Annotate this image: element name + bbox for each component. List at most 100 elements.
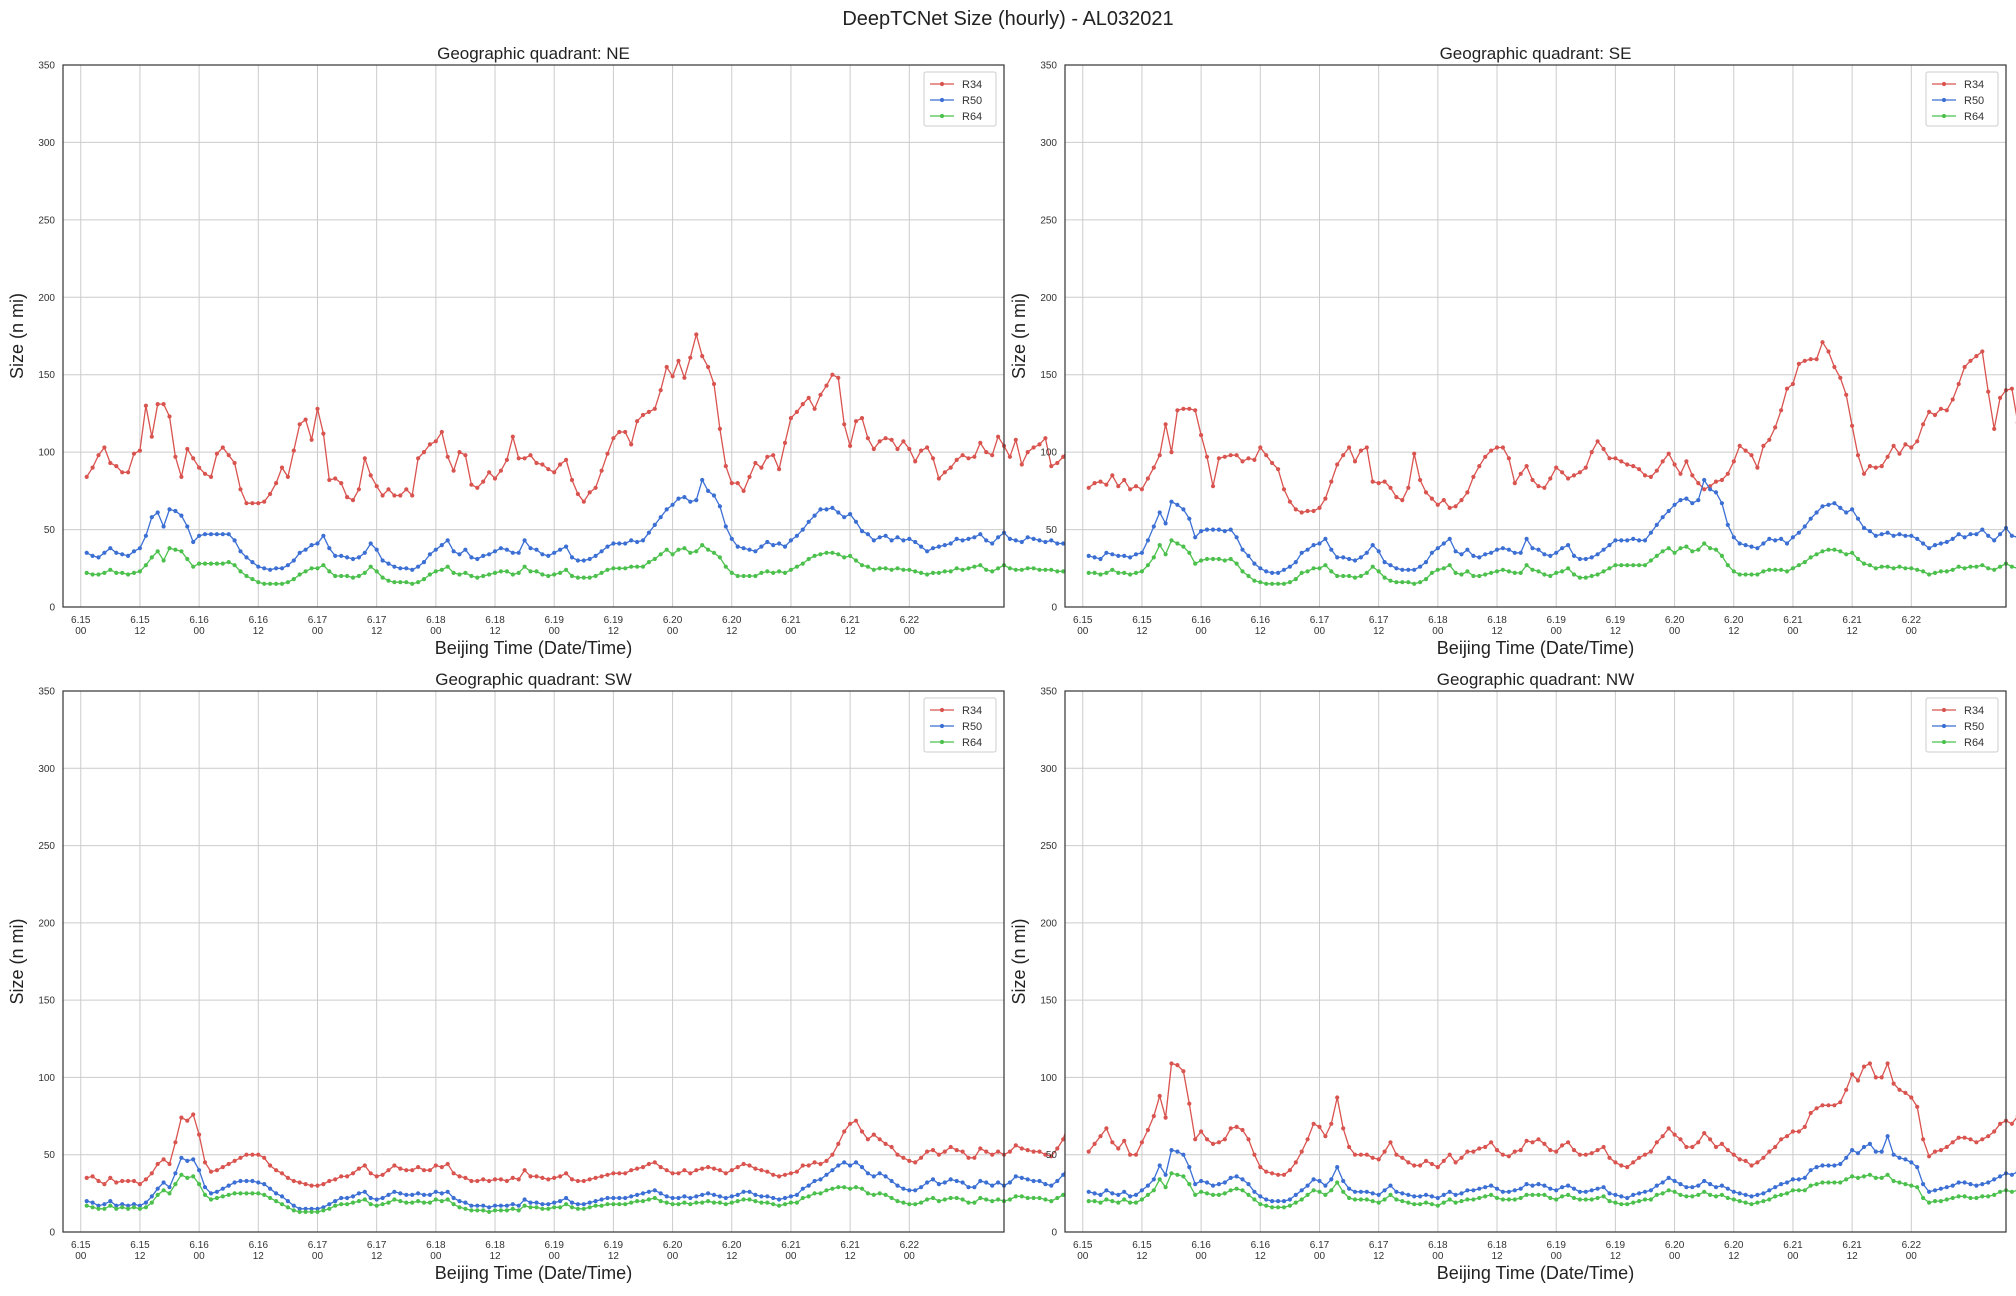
data-point	[220, 445, 225, 450]
data-point	[102, 1202, 107, 1207]
data-point	[374, 1174, 379, 1179]
data-point	[439, 1191, 444, 1196]
data-point	[1678, 546, 1683, 551]
data-point	[1737, 541, 1742, 546]
data-point	[1287, 580, 1292, 585]
data-point	[1122, 1138, 1127, 1143]
data-point	[498, 569, 503, 574]
data-point	[1216, 527, 1221, 532]
data-point	[853, 519, 859, 524]
data-point	[1956, 1180, 1961, 1185]
data-point	[179, 513, 184, 518]
data-point	[487, 1178, 492, 1184]
data-point	[1429, 496, 1434, 501]
x-tick-hour: 12	[1373, 1251, 1385, 1262]
data-point	[1613, 1200, 1618, 1205]
data-point	[238, 487, 243, 492]
data-point	[1832, 1180, 1837, 1185]
data-point	[978, 1146, 983, 1151]
data-point	[1927, 1189, 1932, 1194]
data-point	[475, 1208, 480, 1213]
data-point	[398, 1199, 403, 1204]
data-point	[930, 1177, 936, 1182]
data-point	[990, 569, 995, 574]
data-point	[1500, 445, 1505, 450]
data-point	[818, 1191, 823, 1196]
data-point	[794, 1200, 800, 1205]
x-tick-hour: 00	[785, 1251, 797, 1262]
data-point	[120, 1178, 125, 1184]
data-point	[1950, 536, 1955, 542]
data-point	[1542, 1183, 1547, 1188]
data-point	[1808, 555, 1813, 560]
series-markers-r64	[1086, 1171, 2016, 1210]
data-point	[812, 553, 817, 559]
data-point	[889, 1178, 894, 1184]
data-point	[658, 552, 663, 557]
data-point	[1684, 544, 1689, 549]
data-point	[416, 1165, 421, 1170]
data-point	[1761, 541, 1766, 546]
y-tick-label: 250	[1040, 841, 1057, 852]
data-point	[1025, 566, 1030, 571]
data-point	[1660, 1180, 1665, 1185]
data-point	[1429, 1161, 1434, 1167]
data-point	[1524, 1138, 1529, 1143]
data-point	[1388, 1192, 1393, 1197]
data-point	[558, 1199, 563, 1204]
data-point	[167, 1185, 172, 1190]
data-point	[1199, 1189, 1204, 1194]
x-tick-label: 6.16 00	[1191, 1240, 1211, 1262]
data-point	[167, 507, 172, 512]
data-point	[427, 1168, 432, 1173]
data-point	[1826, 1103, 1831, 1108]
data-point	[1341, 555, 1346, 560]
data-point	[475, 1203, 480, 1208]
data-point	[682, 495, 687, 500]
data-point	[1927, 1200, 1932, 1205]
data-point	[1684, 496, 1689, 501]
data-point	[1855, 516, 1861, 521]
data-point	[487, 1209, 492, 1214]
data-point	[244, 1152, 249, 1157]
data-point	[759, 1200, 764, 1205]
data-point	[1885, 1061, 1890, 1066]
data-point	[315, 566, 320, 571]
data-point	[339, 1174, 344, 1179]
data-point	[1287, 499, 1292, 504]
data-point	[1098, 479, 1103, 484]
data-point	[1790, 381, 1795, 387]
data-point	[670, 1195, 675, 1201]
data-point	[546, 1177, 551, 1182]
data-point	[1281, 1172, 1287, 1177]
data-point	[806, 519, 811, 524]
data-point	[777, 541, 782, 546]
data-point	[925, 1180, 930, 1185]
data-point	[1855, 1151, 1861, 1156]
data-point	[1133, 570, 1139, 576]
data-point	[1418, 1163, 1423, 1168]
data-point	[913, 569, 918, 574]
plot-area	[63, 65, 1004, 607]
data-point	[723, 1171, 728, 1176]
data-point	[1128, 1200, 1133, 1205]
data-point	[812, 1178, 817, 1184]
data-point	[1465, 1188, 1470, 1193]
data-point	[919, 1185, 924, 1190]
data-point	[1992, 1129, 1997, 1134]
data-point	[1755, 1200, 1760, 1205]
data-point	[1826, 349, 1831, 354]
data-point	[1530, 567, 1535, 572]
data-point	[469, 573, 474, 579]
data-point	[1459, 1155, 1464, 1160]
data-point	[1193, 1182, 1198, 1187]
data-point	[1980, 527, 1985, 532]
data-point	[1376, 1200, 1381, 1205]
data-point	[1104, 1188, 1109, 1193]
data-point	[558, 570, 563, 576]
data-point	[1944, 1144, 1949, 1150]
data-point	[445, 1161, 450, 1167]
data-point	[274, 1191, 279, 1196]
data-point	[226, 532, 231, 537]
